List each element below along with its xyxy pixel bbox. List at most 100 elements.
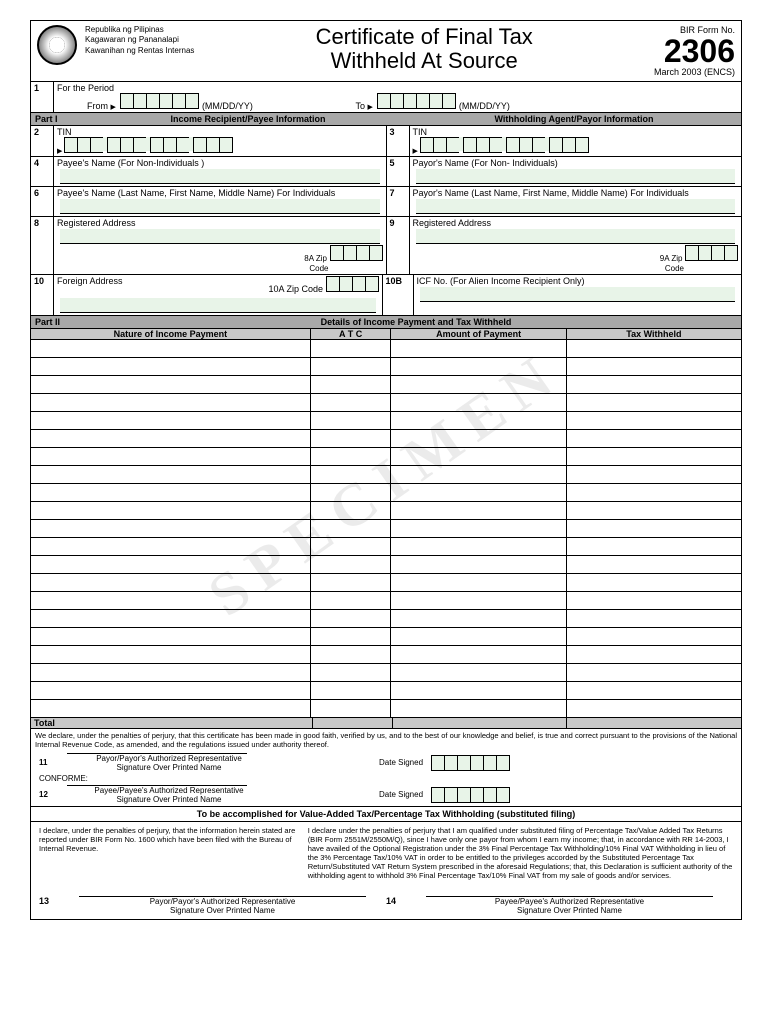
f8-code: Code (309, 264, 328, 273)
gov-l2: Kagawaran ng Pananalapi (85, 35, 194, 45)
col-nature: Nature of Income Payment (31, 329, 311, 339)
table-row[interactable] (31, 358, 741, 376)
table-row[interactable] (31, 412, 741, 430)
sig-over-4: Signature Over Printed Name (406, 906, 733, 915)
table-row[interactable] (31, 466, 741, 484)
header: Republika ng Pilipinas Kagawaran ng Pana… (31, 21, 741, 82)
f10b-label: ICF No. (For Alien Income Recipient Only… (417, 276, 585, 286)
payee-rep: Payee/Payee's Authorized Representative (59, 786, 279, 795)
payee-ind-input[interactable] (60, 199, 380, 214)
form-2306: Republika ng Pilipinas Kagawaran ng Pana… (30, 20, 742, 920)
payor-addr-input[interactable] (416, 229, 736, 244)
fmt1: (MM/DD/YY) (202, 101, 253, 111)
seal-icon (37, 25, 77, 65)
payor-rep: Payor/Payor's Authorized Representative (59, 754, 279, 763)
title-2: Withheld At Source (194, 49, 654, 73)
table-row[interactable] (31, 700, 741, 718)
f2-label: TIN (57, 127, 72, 137)
decl-left: I declare, under the penalties of perjur… (39, 826, 308, 880)
f8-label: Registered Address (57, 218, 136, 228)
f5-num: 5 (387, 157, 410, 186)
date-signed-1: Date Signed (379, 758, 423, 767)
part-i-left: Income Recipient/Payee Information (85, 114, 411, 124)
table-row[interactable] (31, 340, 741, 358)
table-row[interactable] (31, 574, 741, 592)
f10-label: Foreign Address (57, 276, 123, 286)
payee-addr-input[interactable] (60, 229, 380, 244)
table-row[interactable] (31, 646, 741, 664)
payee-rep-2: Payee/Payee's Authorized Representative (406, 897, 733, 906)
date-12-input[interactable] (431, 787, 510, 803)
table-row[interactable] (31, 376, 741, 394)
part-ii-title: Details of Income Payment and Tax Withhe… (95, 317, 737, 327)
f3-label: TIN (413, 127, 428, 137)
table-row[interactable] (31, 664, 741, 682)
conforme: CONFORME: (31, 774, 741, 783)
col-atc: A T C (311, 329, 392, 339)
sig-14: 14 (386, 896, 406, 915)
f9-num: 9 (387, 217, 410, 274)
tin-payee-input[interactable] (64, 137, 233, 153)
zip-9a-input[interactable] (685, 245, 738, 261)
payor-name-input[interactable] (416, 169, 736, 184)
table-row[interactable] (31, 448, 741, 466)
form-num: 2306 (654, 35, 735, 67)
f7-label: Payor's Name (Last Name, First Name, Mid… (413, 188, 689, 198)
date-to-input[interactable] (377, 93, 456, 109)
sig-12: 12 (39, 790, 59, 799)
table-row[interactable] (31, 538, 741, 556)
sig-over-1: Signature Over Printed Name (59, 763, 279, 772)
f4-num: 4 (31, 157, 54, 186)
f5-label: Payor's Name (For Non- Individuals) (413, 158, 558, 168)
form-number: BIR Form No. 2306 March 2003 (ENCS) (654, 25, 735, 77)
gov-text: Republika ng Pilipinas Kagawaran ng Pana… (85, 25, 194, 56)
table-row[interactable] (31, 556, 741, 574)
date-signed-2: Date Signed (379, 790, 423, 799)
foreign-addr-input[interactable] (60, 298, 376, 313)
table-row[interactable] (31, 502, 741, 520)
col-withheld: Tax Withheld (567, 329, 741, 339)
table-row[interactable] (31, 610, 741, 628)
payee-name-input[interactable] (60, 169, 380, 184)
field-1-num: 1 (31, 82, 54, 112)
part-i-right: Withholding Agent/Payor Information (411, 114, 737, 124)
date-from-input[interactable] (120, 93, 199, 109)
f2-num: 2 (31, 126, 54, 156)
zip-10a-input[interactable] (326, 276, 379, 292)
col-amount: Amount of Payment (391, 329, 566, 339)
payor-ind-input[interactable] (416, 199, 736, 214)
f9-code: Code (665, 264, 684, 273)
to-label: To (355, 101, 365, 111)
tin-payor-input[interactable] (420, 137, 589, 153)
f8-num: 8 (31, 217, 54, 274)
gov-l1: Republika ng Pilipinas (85, 25, 194, 35)
f6-num: 6 (31, 187, 54, 216)
f10-zip: 10A Zip Code (268, 284, 323, 294)
decl-right: I declare under the penalties of perjury… (308, 826, 733, 880)
table-row[interactable] (31, 628, 741, 646)
f6-label: Payee's Name (Last Name, First Name, Mid… (57, 188, 335, 198)
table-row[interactable] (31, 592, 741, 610)
table-row[interactable] (31, 682, 741, 700)
fmt2: (MM/DD/YY) (459, 101, 510, 111)
f9-label: Registered Address (413, 218, 492, 228)
payor-rep-2: Payor/Payor's Authorized Representative (59, 897, 386, 906)
part-ii-label: Part II (35, 317, 95, 327)
part-i-label: Part I (35, 114, 85, 124)
table-header: Nature of Income Payment A T C Amount of… (31, 329, 741, 340)
total-label: Total (31, 718, 313, 728)
icf-input[interactable] (420, 287, 736, 302)
f10b-num: 10B (383, 275, 414, 315)
period-row: 1 For the Period From (MM/DD/YY) To (MM/… (31, 82, 741, 113)
table-row[interactable] (31, 394, 741, 412)
zip-8a-input[interactable] (330, 245, 383, 261)
declaration-1: We declare, under the penalties of perju… (31, 729, 741, 751)
table-row[interactable] (31, 430, 741, 448)
period-label: For the Period (57, 83, 114, 93)
date-11-input[interactable] (431, 755, 510, 771)
part-ii-header: Part II Details of Income Payment and Ta… (31, 316, 741, 329)
sig-11: 11 (39, 758, 59, 767)
table-row[interactable] (31, 520, 741, 538)
f7-num: 7 (387, 187, 410, 216)
table-row[interactable] (31, 484, 741, 502)
